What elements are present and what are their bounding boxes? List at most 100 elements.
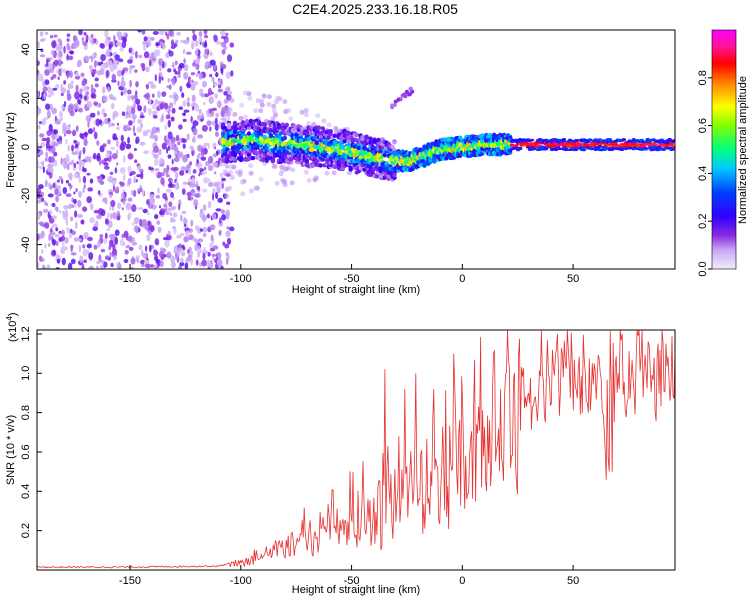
heatmap-noise-cell [182,112,186,116]
heatmap-noise-cell [212,82,219,87]
heatmap-signal-cell [232,129,238,135]
heatmap-noise-cell [167,68,172,73]
heatmap-noise-cell [199,88,204,93]
heatmap-noise-cell [226,226,230,230]
heatmap-noise-cell [91,57,94,63]
heatmap-noise-cell [131,204,137,213]
heatmap-x-tick-label: -150 [119,273,141,285]
heatmap-noise-cell [133,147,137,152]
heatmap-noise-cell [207,252,211,257]
heatmap-halo-cell [237,169,243,175]
heatmap-halo-cell [331,170,337,176]
heatmap-noise-cell [117,261,121,268]
heatmap-signal-cell [284,122,290,128]
heatmap-noise-cell [66,33,71,38]
heatmap-noise-cell [125,143,132,150]
colorbar: 0.0 0.2 0.4 0.6 0.8 Normalized spectral ampl… [697,29,749,277]
heatmap-halo-cell [306,121,312,126]
heatmap-noise-cell [150,37,155,41]
snr-y-tick-label: 0.4 [20,484,32,499]
heatmap-noise-cell [40,141,46,148]
heatmap-noise-cell [119,167,126,174]
heatmap-noise-cell [73,202,77,208]
heatmap-noise-cell [45,140,50,149]
heatmap-noise-cell [48,234,51,241]
heatmap-noise-cell [53,59,59,66]
heatmap-signal-cell [362,146,367,151]
heatmap-noise-cell [44,243,47,249]
heatmap-noise-cell [103,237,108,245]
heatmap-noise-cell [208,155,214,164]
heatmap-noise-cell [106,139,111,145]
heatmap-noise-cell [81,263,85,269]
heatmap-noise-cell [220,36,227,39]
heatmap-noise-cell [96,265,99,269]
heatmap-noise-cell [154,214,159,220]
heatmap-noise-cell [225,86,231,92]
heatmap-signal-cell [356,145,361,151]
heatmap-noise-cell [64,237,69,244]
heatmap-noise-cell [168,30,174,37]
heatmap-noise-cell [48,242,51,247]
heatmap-signal-cell [298,138,303,143]
heatmap-noise-cell [219,217,222,224]
heatmap-noise-cell [201,170,208,175]
heatmap-noise-cell [55,43,62,52]
heatmap-halo-cell [278,171,284,177]
heatmap-noise-cell [54,134,60,139]
heatmap-noise-cell [155,258,159,264]
heatmap-noise-cell [180,257,184,264]
heatmap-signal-cell [278,131,284,136]
heatmap-noise-cell [149,134,156,139]
heatmap-noise-cell [96,214,102,220]
heatmap-noise-cell [133,175,137,184]
heatmap-halo-cell [239,179,245,185]
heatmap-noise-cell [167,154,172,159]
heatmap-noise-cell [49,103,53,111]
colorbar-ticks: 0.0 0.2 0.4 0.6 0.8 [697,70,712,277]
heatmap-noise-cell [203,42,208,48]
heatmap-signal-cell [671,140,675,143]
heatmap-noise-cell [66,93,72,102]
heatmap-noise-cell [97,176,103,184]
heatmap-noise-cell [82,187,85,194]
heatmap-noise-cell [48,146,51,152]
heatmap-noise-cell [153,145,159,153]
heatmap-noise-cell [104,40,110,47]
heatmap-noise-cell [200,208,203,214]
heatmap-noise-cell [116,162,119,166]
heatmap-noise-cell [154,74,157,82]
heatmap-noise-cell [37,233,40,241]
heatmap-noise-cell [108,243,112,249]
heatmap-branch-cell [407,92,412,97]
heatmap-noise-cell [96,140,100,146]
heatmap-noise-cell [139,218,143,227]
heatmap-noise-cell [148,55,155,60]
heatmap-signal-cell [472,148,477,154]
heatmap-noise-cell [180,214,183,222]
heatmap-noise-cell [123,241,126,246]
heatmap-noise-cell [137,207,144,210]
heatmap-noise-cell [167,145,170,151]
heatmap-noise-cell [183,218,188,224]
heatmap-signal-cell [250,155,256,161]
heatmap-noise-cell [189,189,196,194]
heatmap-noise-cell [165,114,171,120]
heatmap-noise-cell [138,244,143,251]
heatmap-noise-cell [130,95,135,100]
heatmap-noise-cell [163,167,167,174]
heatmap-noise-cell [141,30,146,35]
heatmap-noise-cell [74,210,78,218]
heatmap-noise-cell [140,123,144,128]
heatmap-noise-cell [53,34,58,38]
heatmap-noise-cell [66,71,69,79]
heatmap-noise-cell [65,180,69,184]
heatmap-noise-cell [70,252,77,256]
heatmap-noise-cell [127,59,133,64]
heatmap-noise-cell [70,258,76,265]
heatmap-noise-cell [181,92,185,98]
heatmap-noise-cell [96,110,100,116]
heatmap-noise-cell [199,247,202,254]
heatmap-noise-cell [49,156,55,163]
